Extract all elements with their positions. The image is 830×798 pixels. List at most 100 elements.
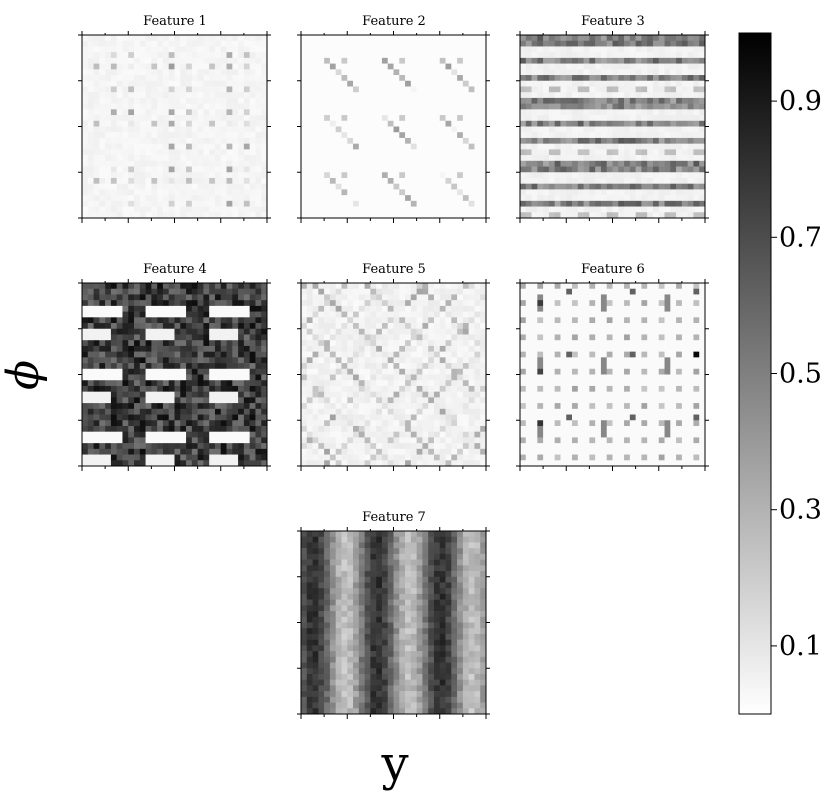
- heatmap-cell: [249, 431, 256, 438]
- heatmap-cell: [583, 75, 590, 82]
- heatmap-cell: [658, 35, 665, 42]
- heatmap-cell: [214, 368, 222, 375]
- heatmap-cell: [261, 385, 268, 392]
- heatmap-cell: [364, 92, 371, 99]
- heatmap-feature-5: [297, 279, 490, 471]
- heatmap-cell: [82, 189, 89, 196]
- heatmap-cell: [261, 323, 268, 330]
- heatmap-cell: [226, 166, 233, 173]
- heatmap-cell: [681, 132, 688, 139]
- heatmap-cell: [433, 460, 441, 467]
- heatmap-cell: [232, 155, 239, 162]
- heatmap-cell: [301, 80, 308, 87]
- heatmap-cell: [232, 368, 239, 375]
- heatmap-cell: [520, 166, 527, 173]
- heatmap-cell: [249, 385, 256, 392]
- heatmap-cell: [174, 443, 181, 450]
- heatmap-cell: [451, 149, 458, 156]
- heatmap-cell: [105, 40, 112, 47]
- heatmap-cell: [693, 177, 700, 184]
- heatmap-cell: [162, 137, 170, 144]
- heatmap-cell: [445, 132, 452, 139]
- heatmap-cell: [324, 177, 331, 184]
- heatmap-cell: [618, 183, 625, 190]
- heatmap-cell: [335, 195, 342, 202]
- heatmap-cell: [658, 97, 665, 104]
- heatmap-cell: [99, 431, 106, 438]
- heatmap-cell: [162, 109, 170, 116]
- heatmap-cell: [612, 137, 619, 144]
- heatmap-cell: [110, 97, 117, 104]
- heatmap-cell: [699, 57, 706, 64]
- heatmap-cell: [405, 328, 412, 335]
- heatmap-cell: [358, 368, 365, 375]
- heatmap-cell: [249, 57, 256, 64]
- heatmap-cell: [699, 132, 706, 139]
- heatmap-cell: [428, 288, 435, 295]
- heatmap-cell: [439, 166, 446, 173]
- heatmap-cell: [186, 69, 193, 76]
- heatmap-cell: [381, 155, 389, 162]
- heatmap-cell: [261, 132, 268, 139]
- heatmap-cell: [168, 109, 175, 116]
- heatmap-cell: [134, 311, 141, 318]
- heatmap-cell: [306, 288, 313, 295]
- heatmap-cell: [699, 69, 706, 76]
- heatmap-cell: [191, 75, 198, 82]
- heatmap-cell: [82, 75, 89, 82]
- heatmap-cell: [318, 425, 325, 432]
- heatmap-cell: [220, 149, 227, 156]
- heatmap-cell: [670, 177, 677, 184]
- heatmap-cell: [525, 177, 532, 184]
- heatmap-cell: [387, 328, 394, 335]
- heatmap-cell: [306, 363, 313, 370]
- heatmap-cell: [312, 443, 319, 450]
- heatmap-cell: [589, 97, 596, 104]
- heatmap-cell: [583, 149, 590, 156]
- heatmap-cell: [468, 97, 475, 104]
- heatmap-cell: [226, 63, 233, 70]
- heatmap-cell: [358, 52, 365, 59]
- heatmap-cell: [82, 294, 89, 301]
- heatmap-cell: [197, 57, 204, 64]
- heatmap-cell: [387, 357, 394, 364]
- heatmap-cell: [312, 448, 319, 455]
- heatmap-cell: [341, 177, 348, 184]
- heatmap-cell: [681, 143, 688, 150]
- heatmap-cell: [433, 86, 441, 93]
- heatmap-cell: [99, 46, 106, 53]
- heatmap-cell: [186, 80, 193, 87]
- heatmap-cell: [589, 200, 596, 207]
- heatmap-cell: [318, 397, 325, 404]
- heatmap-cell: [566, 109, 573, 116]
- heatmap-cell: [566, 212, 573, 219]
- heatmap-cell: [335, 183, 342, 190]
- heatmap-cell: [145, 195, 152, 202]
- heatmap-cell: [324, 126, 331, 133]
- heatmap-cell: [203, 63, 210, 70]
- heatmap-cell: [93, 380, 100, 387]
- heatmap-cell: [128, 385, 135, 392]
- heatmap-cell: [168, 86, 175, 93]
- heatmap-cell: [93, 69, 100, 76]
- heatmap-cell: [664, 80, 671, 87]
- heatmap-cell: [110, 345, 117, 352]
- heatmap-cell: [312, 126, 319, 133]
- heatmap-cell: [87, 283, 94, 290]
- heatmap-cell: [255, 126, 262, 133]
- heatmap-cell: [353, 454, 360, 461]
- heatmap-cell: [324, 283, 331, 290]
- heatmap-cell: [658, 195, 665, 202]
- heatmap-cell: [209, 126, 216, 133]
- heatmap-cell: [238, 155, 245, 162]
- heatmap-cell: [335, 437, 342, 444]
- heatmap-cell: [249, 408, 256, 415]
- heatmap-cell: [180, 200, 187, 207]
- heatmap-cell: [87, 448, 94, 455]
- heatmap-cell: [255, 408, 262, 415]
- heatmap-cell: [416, 80, 423, 87]
- heatmap-cell: [110, 166, 117, 173]
- heatmap-cell: [353, 414, 360, 421]
- heatmap-cell: [462, 189, 469, 196]
- heatmap-cell: [699, 172, 706, 179]
